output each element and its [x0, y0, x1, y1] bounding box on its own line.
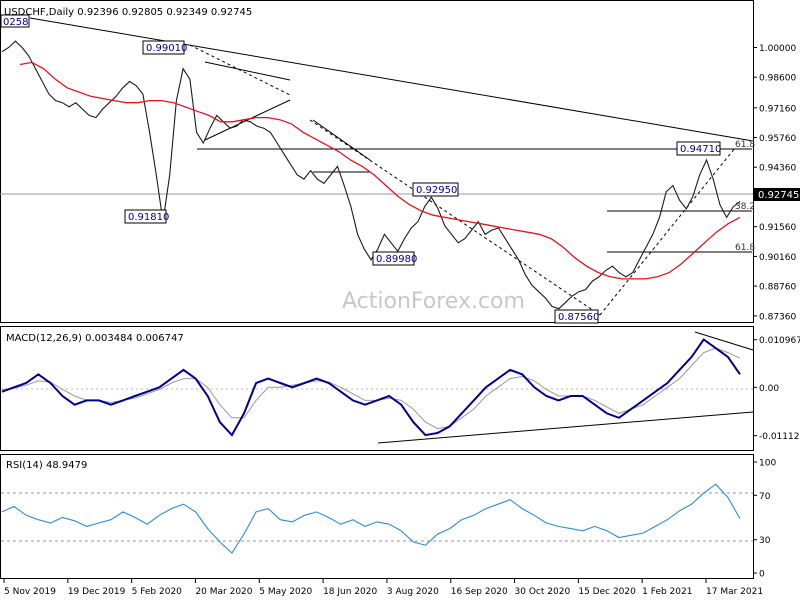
x-tick-label: 18 Jun 2020: [323, 587, 377, 597]
svg-text:0.92745: 0.92745: [758, 190, 799, 201]
x-axis: 5 Nov 2019 19 Dec 2019 5 Feb 2020 20 Mar 20…: [3, 579, 763, 597]
fib-label-38.2: 38.2: [735, 202, 755, 212]
macd-series: [1, 338, 741, 437]
fib-label-61.8-low: 61.8: [735, 243, 755, 253]
x-tick-label: 30 Oct 2020: [515, 587, 571, 597]
price-y-axis: 1.000000.986000.971600.957600.943600.929…: [753, 44, 796, 322]
flag-upper-line: [312, 119, 371, 161]
annotation-0.94710: 0.94710: [676, 141, 721, 156]
x-tick-label: 5 Feb 2020: [132, 587, 183, 597]
annotation-0258: 0258: [0, 14, 30, 28]
annotation-0.99010: 0.99010: [142, 40, 187, 55]
current-price-tag: 0.92745: [754, 188, 800, 201]
y-tick-label: 0.98600: [759, 74, 796, 84]
y-tick-label: 30: [759, 536, 771, 546]
y-tick-label: 100: [759, 459, 776, 469]
price-header: USDCHF,Daily 0.92396 0.92805 0.92349 0.9…: [4, 7, 252, 18]
y-tick-label: 0.90160: [759, 253, 796, 263]
y-tick-label: 0.95760: [759, 134, 796, 144]
rsi-series: [1, 483, 741, 554]
triangle-upper-line: [204, 61, 291, 81]
svg-text:0.87560: 0.87560: [558, 312, 599, 323]
x-tick-label: 1 Feb 2021: [642, 587, 692, 597]
annotation-0.89980: 0.89980: [372, 251, 417, 266]
watermark: ActionForex.com: [342, 289, 525, 314]
sma-series: [19, 61, 741, 280]
x-tick-label: 5 Nov 2019: [4, 587, 56, 597]
y-tick-label: 70: [759, 492, 771, 502]
svg-text:0.94710: 0.94710: [680, 144, 721, 155]
y-tick-label: 0.97160: [759, 104, 796, 114]
svg-text:0258: 0258: [3, 17, 28, 28]
price-series: [1, 40, 741, 310]
macd-y-axis: 0.010967 0.00 -0.011127: [753, 336, 800, 442]
svg-text:0.92950: 0.92950: [416, 185, 457, 196]
x-tick-label: 17 Mar 2021: [706, 587, 763, 597]
y-tick-label: 0.00: [759, 384, 779, 394]
y-tick-label: 1.00000: [759, 44, 796, 54]
macd-header: MACD(12,26,9) 0.003484 0.006747: [6, 333, 184, 344]
dashed-trend-1: [189, 44, 291, 96]
y-tick-label: 0.010967: [759, 336, 800, 346]
annotation-0.87560: 0.87560: [554, 309, 599, 324]
y-tick-label: -0.011127: [759, 432, 800, 442]
x-tick-label: 19 Dec 2019: [68, 587, 126, 597]
triangle-lower-line: [204, 99, 291, 141]
svg-text:0.89980: 0.89980: [376, 254, 417, 265]
rsi-panel: [0, 454, 754, 579]
rsi-y-axis: 100 70 30 0: [753, 459, 776, 580]
x-tick-label: 20 Mar 2020: [195, 587, 252, 597]
svg-text:0.91810: 0.91810: [128, 212, 169, 223]
fib-label-61.8-high: 61.8: [735, 140, 755, 150]
y-tick-label: 0.94360: [759, 164, 796, 174]
x-tick-label: 16 Sep 2020: [451, 587, 508, 597]
y-tick-label: 0.88760: [759, 283, 796, 293]
x-tick-label: 5 May 2020: [259, 587, 312, 597]
macd-trendline-low: [377, 411, 754, 444]
y-tick-label: 0.87360: [759, 312, 796, 322]
rsi-header: RSI(14) 48.9479: [6, 460, 87, 471]
annotation-0.91810: 0.91810: [124, 209, 169, 224]
long-term-trendline: [29, 17, 754, 142]
svg-text:0.99010: 0.99010: [146, 43, 187, 54]
price-panel: [0, 0, 754, 323]
macd-trendline-high: [694, 331, 754, 351]
annotation-0.92950: 0.92950: [412, 182, 459, 197]
dashed-trend-2: [309, 119, 601, 316]
y-tick-label: 0: [759, 570, 765, 580]
x-tick-label: 15 Dec 2020: [578, 587, 636, 597]
x-tick-label: 3 Aug 2020: [387, 587, 439, 597]
y-tick-label: 0.91560: [759, 223, 796, 233]
